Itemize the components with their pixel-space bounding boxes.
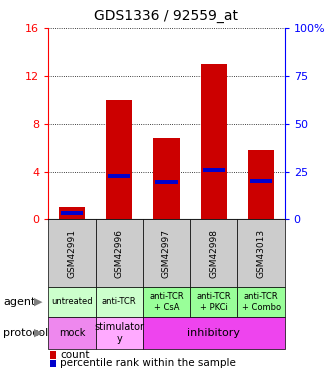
Text: percentile rank within the sample: percentile rank within the sample <box>60 358 236 368</box>
Text: inhibitory: inhibitory <box>187 328 240 338</box>
Bar <box>154 138 179 219</box>
Text: anti-TCR: anti-TCR <box>102 297 137 306</box>
Bar <box>250 179 272 183</box>
Bar <box>201 64 227 219</box>
Text: GSM43013: GSM43013 <box>256 228 266 278</box>
Bar <box>108 174 130 178</box>
Text: ▶: ▶ <box>34 328 43 338</box>
Text: stimulator
y: stimulator y <box>94 322 144 344</box>
Text: GDS1336 / 92559_at: GDS1336 / 92559_at <box>95 9 238 23</box>
Text: anti-TCR
+ CsA: anti-TCR + CsA <box>149 292 184 312</box>
Text: mock: mock <box>59 328 85 338</box>
Bar <box>59 207 85 219</box>
Bar <box>203 168 225 172</box>
Bar <box>106 100 132 219</box>
Bar <box>61 211 83 216</box>
Text: GSM42991: GSM42991 <box>67 229 77 278</box>
Bar <box>156 180 177 184</box>
Text: GSM42996: GSM42996 <box>115 229 124 278</box>
Text: GSM42998: GSM42998 <box>209 229 218 278</box>
Text: anti-TCR
+ Combo: anti-TCR + Combo <box>241 292 281 312</box>
Text: GSM42997: GSM42997 <box>162 229 171 278</box>
Text: agent: agent <box>3 297 36 307</box>
Text: anti-TCR
+ PKCi: anti-TCR + PKCi <box>196 292 231 312</box>
Text: protocol: protocol <box>3 328 49 338</box>
Text: untreated: untreated <box>51 297 93 306</box>
Text: count: count <box>60 350 90 360</box>
Text: ▶: ▶ <box>34 297 43 307</box>
Bar <box>248 150 274 219</box>
